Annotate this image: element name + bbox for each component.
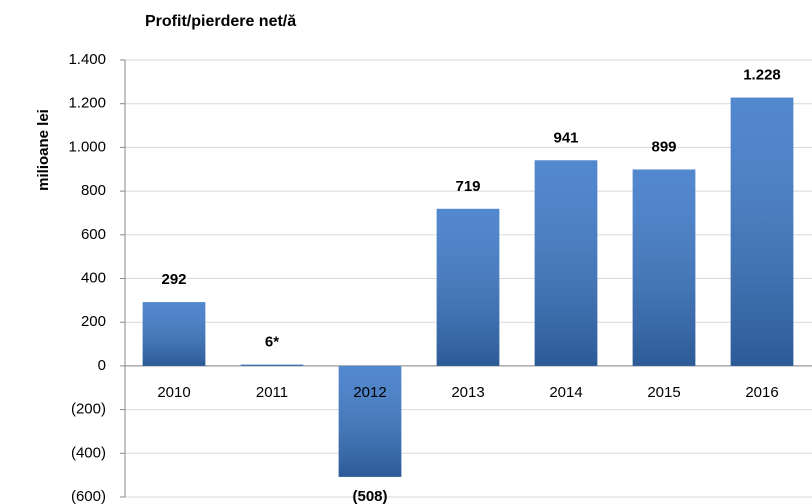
bar-shade xyxy=(730,97,794,366)
bar-shade xyxy=(436,208,500,366)
value-label: 1.228 xyxy=(743,67,781,84)
bar-shade xyxy=(632,169,696,366)
y-tick-label: 800 xyxy=(81,182,106,199)
y-tick-label: 200 xyxy=(81,313,106,330)
y-tick-label: 1.000 xyxy=(68,138,106,155)
value-label: 941 xyxy=(553,129,578,146)
value-label: 899 xyxy=(651,138,676,155)
y-tick-label: 600 xyxy=(81,226,106,243)
chart-title: Profit/pierdere net/ă xyxy=(145,13,296,30)
x-tick-label: 2014 xyxy=(549,384,582,401)
value-label: 719 xyxy=(455,178,480,195)
value-label: 292 xyxy=(161,271,186,288)
y-tick-label: (400) xyxy=(71,444,106,461)
bar-shade xyxy=(534,160,598,366)
value-label: (508) xyxy=(352,488,387,504)
bar-shade xyxy=(240,364,304,366)
x-tick-label: 2012 xyxy=(353,384,386,401)
y-tick-label: (600) xyxy=(71,488,106,504)
y-tick-label: (200) xyxy=(71,401,106,418)
value-label: 6* xyxy=(265,334,279,351)
bar-shade xyxy=(338,365,402,477)
y-tick-label: 0 xyxy=(98,357,106,374)
x-tick-label: 2011 xyxy=(256,384,288,401)
x-tick-label: 2016 xyxy=(745,384,778,401)
y-axis-label: milioane lei xyxy=(35,109,52,191)
y-tick-label: 400 xyxy=(81,269,106,286)
x-tick-label: 2013 xyxy=(451,384,484,401)
x-tick-label: 2010 xyxy=(157,384,190,401)
x-tick-label: 2015 xyxy=(647,384,680,401)
y-tick-label: 1.200 xyxy=(68,95,106,112)
y-tick-label: 1.400 xyxy=(68,51,106,68)
bar-shade xyxy=(142,302,206,366)
